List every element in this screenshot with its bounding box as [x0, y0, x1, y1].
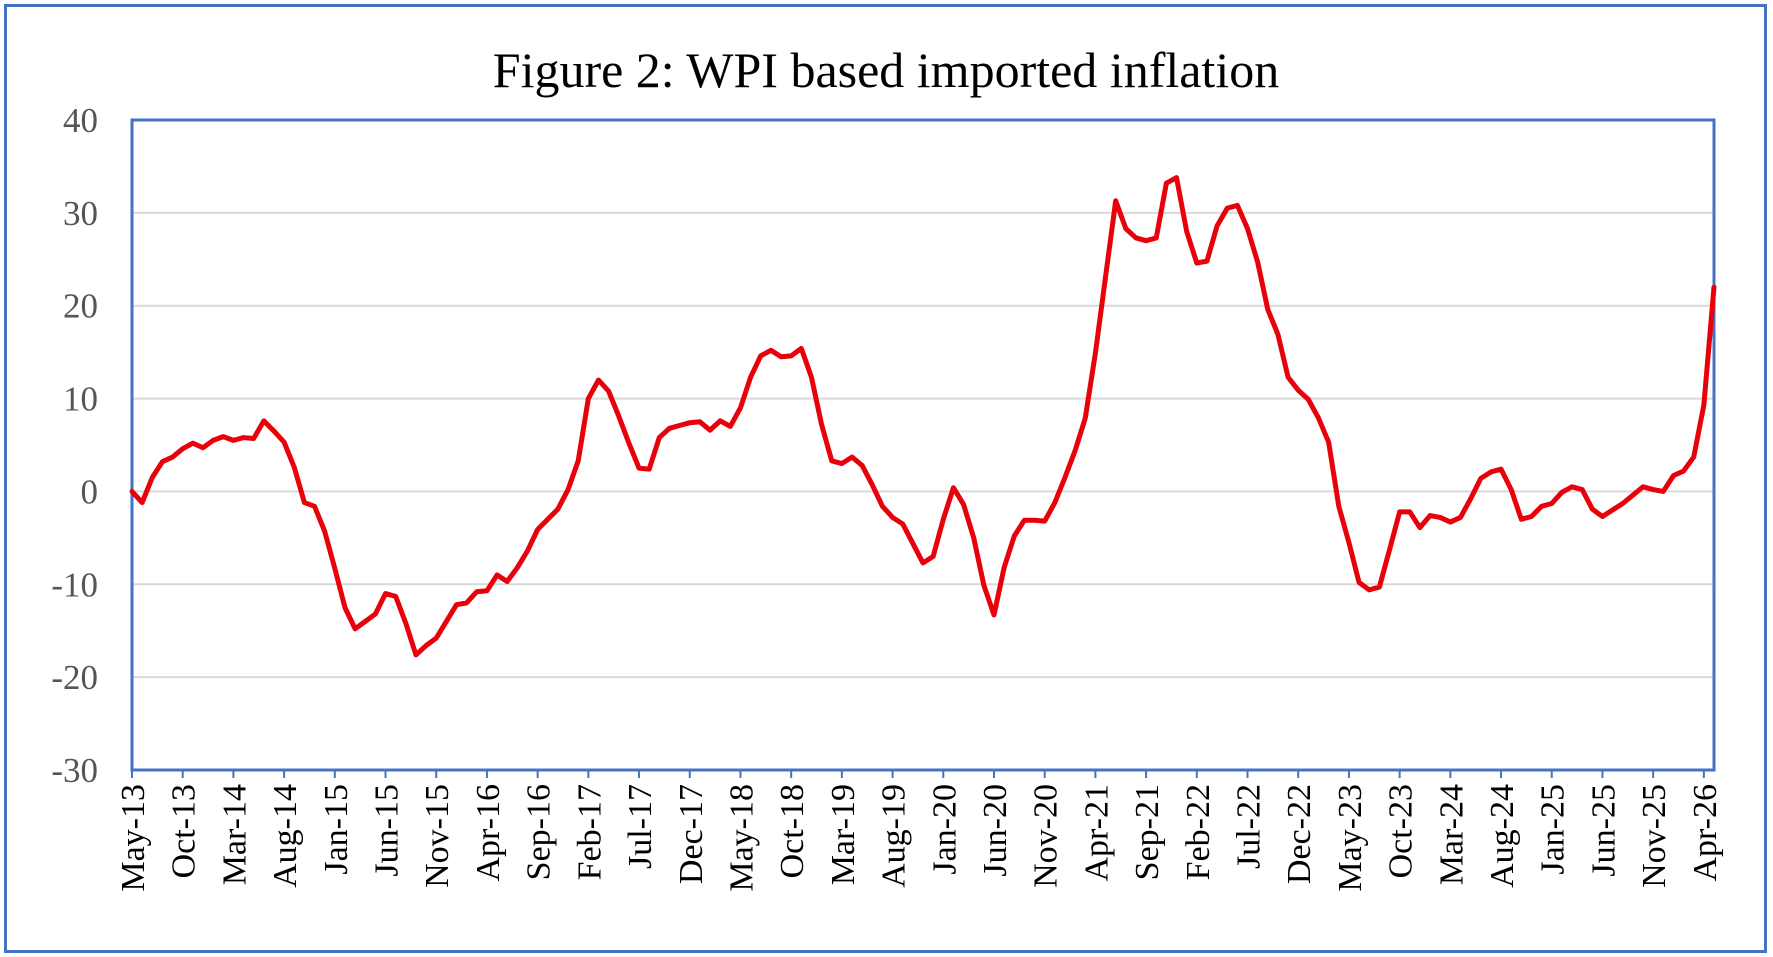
x-tick-label: Oct-23	[1383, 784, 1420, 878]
x-tick-label: May-18	[723, 784, 760, 892]
y-tick-label: 40	[63, 101, 98, 140]
x-tick-label: Jun-25	[1585, 784, 1622, 877]
y-tick-label: 0	[81, 472, 99, 511]
y-tick-label: -30	[51, 751, 98, 790]
x-tick-label: Jun-20	[977, 784, 1014, 877]
x-tick-label: Jan-25	[1535, 784, 1572, 875]
x-tick-label: Feb-17	[571, 784, 608, 880]
x-tick-label: Mar-14	[216, 784, 253, 885]
x-tick-label: Dec-17	[673, 784, 710, 884]
x-tick-label: Jan-15	[318, 784, 355, 875]
x-tick-label: Nov-15	[419, 784, 456, 888]
x-tick-label: Aug-14	[267, 784, 304, 888]
x-tick-label: May-23	[1332, 784, 1369, 892]
x-tick-label: Oct-18	[774, 784, 811, 878]
x-tick-label: Feb-22	[1180, 784, 1217, 880]
y-tick-label: 20	[63, 287, 98, 326]
plot-area-border	[130, 118, 1716, 772]
x-tick-label: Apr-16	[470, 784, 507, 882]
x-tick-label: Jan-20	[926, 784, 963, 875]
x-tick-label: Nov-20	[1028, 784, 1065, 888]
y-tick-label: 10	[63, 380, 98, 419]
x-tick-label: Apr-21	[1078, 784, 1115, 882]
x-tick-label: May-13	[115, 784, 152, 892]
y-axis-tick-labels: -30 -20 -10 0 10 20 30 40	[51, 101, 98, 790]
y-tick-label: 30	[63, 194, 98, 233]
x-tick-label: Mar-19	[825, 784, 862, 885]
x-tick-label: Aug-19	[876, 784, 913, 888]
x-axis-tick-labels: May-13 Oct-13 Mar-14 Aug-14 Jan-15 Jun-15 Nov-…	[115, 770, 1724, 892]
x-tick-label: Aug-24	[1484, 784, 1521, 888]
y-tick-label: -20	[51, 658, 98, 697]
x-tick-label: Mar-24	[1433, 784, 1470, 885]
x-tick-label: Jun-15	[369, 784, 406, 877]
x-tick-label: Sep-16	[521, 784, 558, 880]
x-tick-label: Jul-17	[622, 784, 659, 869]
gridlines	[132, 211, 1714, 679]
chart-title: Figure 2: WPI based imported inflation	[493, 42, 1279, 98]
series-line	[129, 175, 1717, 658]
x-tick-label: Apr-26	[1687, 784, 1724, 882]
x-tick-label: Dec-22	[1281, 784, 1318, 884]
x-tick-label: Jul-22	[1231, 784, 1268, 869]
x-tick-label: Oct-13	[166, 784, 203, 878]
y-tick-label: -10	[51, 565, 98, 604]
x-tick-label: Sep-21	[1129, 784, 1166, 880]
series-layer	[129, 175, 1717, 658]
x-tick-label: Nov-25	[1636, 784, 1673, 888]
